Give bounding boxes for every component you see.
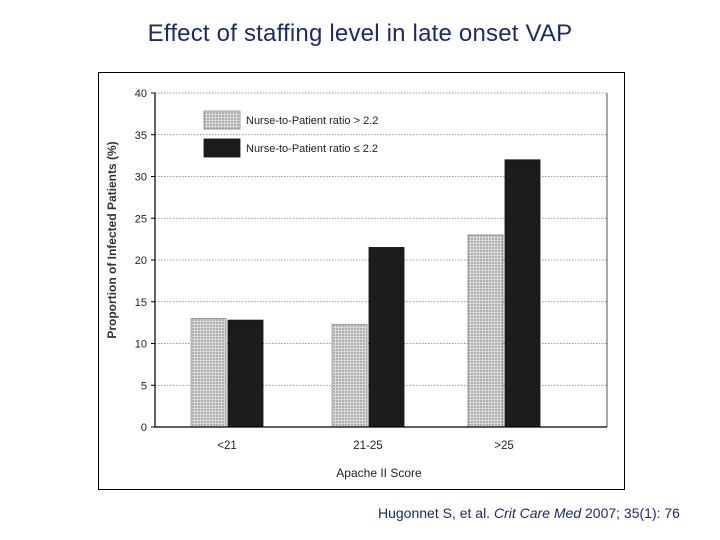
y-tick-label: 10	[135, 339, 147, 351]
y-tick-label: 30	[135, 172, 147, 184]
bar-ratio-low	[227, 319, 264, 428]
bar-ratio-low	[504, 159, 541, 428]
x-tick-label: >25	[494, 440, 514, 452]
y-tick-label: 20	[135, 255, 147, 267]
x-tick-label: 21-25	[353, 440, 382, 452]
legend: Nurse-to-Patient ratio > 2.2 Nurse-to-Pat…	[203, 110, 378, 158]
citation: Hugonnet S, et al. Crit Care Med 2007; 3…	[378, 505, 680, 521]
legend-swatch	[203, 110, 241, 130]
citation-authors: Hugonnet S, et al.	[378, 505, 494, 521]
citation-journal: Crit Care Med	[493, 505, 582, 521]
bar-ratio-high	[467, 234, 504, 428]
citation-details: 2007; 35(1): 76	[581, 505, 680, 521]
bar-ratio-high	[331, 323, 368, 428]
y-axis-title: Proportion of Infected Patients (%)	[105, 141, 119, 338]
bar-ratio-low	[368, 247, 405, 428]
x-axis-title: Apache II Score	[336, 466, 422, 480]
y-tick-label: 5	[141, 380, 147, 392]
y-tick-label: 40	[135, 88, 147, 100]
chart-frame: 0 5 10 15 20 25 30 35 40 <21 21-25 >25 Apache II Sco…	[98, 72, 625, 490]
bar-ratio-high	[190, 318, 227, 428]
bar-layer	[190, 159, 541, 428]
y-tick-label: 0	[141, 422, 147, 434]
legend-label: Nurse-to-Patient ratio > 2.2	[246, 115, 378, 127]
slide-title: Effect of staffing level in late onset V…	[147, 20, 573, 47]
axis-layer: 0 5 10 15 20 25 30 35 40 <21 21-25 >25 Apache II Sco…	[105, 88, 607, 480]
y-tick-label: 35	[135, 130, 147, 142]
legend-swatch	[203, 138, 241, 158]
x-tick-label: <21	[217, 440, 237, 452]
legend-label: Nurse-to-Patient ratio ≤ 2.2	[246, 143, 378, 155]
y-tick-label: 15	[135, 297, 147, 309]
bar-chart: 0 5 10 15 20 25 30 35 40 <21 21-25 >25 Apache II Sco…	[105, 88, 608, 480]
y-tick-label: 25	[135, 213, 147, 225]
